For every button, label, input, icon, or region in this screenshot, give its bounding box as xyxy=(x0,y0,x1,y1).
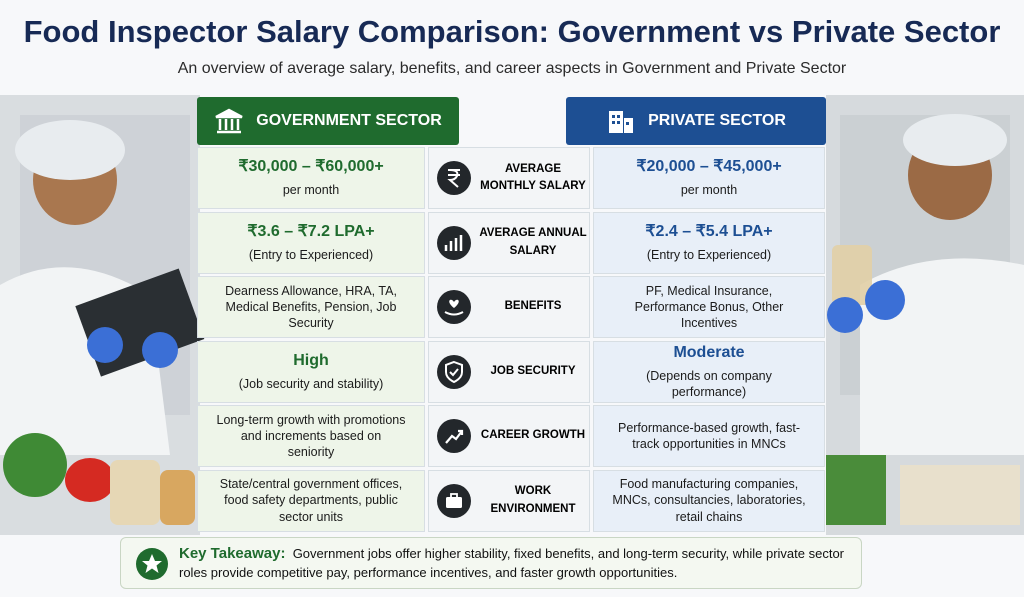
private-main: Moderate xyxy=(673,343,745,361)
government-sub: (Entry to Experienced) xyxy=(248,247,374,262)
subtitle: An overview of average salary, benefits,… xyxy=(177,60,847,77)
private-sub: (Depends on company performance) xyxy=(646,368,772,399)
aspect-cell: CAREER GROWTH xyxy=(428,405,590,467)
private-main: ₹20,000 – ₹45,000+ xyxy=(636,158,782,176)
aspect-label: JOB SECURITY xyxy=(490,364,576,377)
private-icon xyxy=(609,111,634,133)
government-cell: Long-term growth with promotions and inc… xyxy=(197,405,425,467)
aspect-cell: AVERAGE ANNUAL SALARY xyxy=(428,211,590,274)
government-main: ₹3.6 – ₹7.2 LPA+ xyxy=(247,222,375,240)
government-cell: ₹3.6 – ₹7.2 LPA+ (Entry to Experienced) xyxy=(197,211,425,274)
aspect-cell: JOB SECURITY xyxy=(428,340,590,403)
aspect-icon xyxy=(437,354,471,389)
private-main: ₹2.4 – ₹5.4 LPA+ xyxy=(645,222,773,240)
private-cell: PF, Medical Insurance, Performance Bonus… xyxy=(593,276,825,338)
government-header: GOVERNMENT SECTOR xyxy=(197,97,459,145)
private-cell: ₹2.4 – ₹5.4 LPA+ (Entry to Experienced) xyxy=(593,211,825,274)
takeaway-text: Government jobs offer higher stability, … xyxy=(179,545,845,581)
government-cell: High (Job security and stability) xyxy=(197,340,425,403)
private-text: Performance-based growth, fast-track opp… xyxy=(617,420,801,451)
government-sub: (Job security and stability) xyxy=(238,376,384,391)
government-text: State/central government offices, food s… xyxy=(219,477,403,524)
takeaway-label: Key Takeaway: xyxy=(179,544,286,562)
aspect-icon xyxy=(437,161,471,195)
private-sub: per month xyxy=(680,183,738,198)
aspect-icon xyxy=(437,290,471,324)
government-icon xyxy=(215,108,243,134)
private-text: PF, Medical Insurance, Performance Bonus… xyxy=(634,283,784,331)
aspect-label: WORK ENVIRONMENT xyxy=(490,485,576,515)
aspect-cell: WORK ENVIRONMENT xyxy=(428,469,590,532)
aspect-label: AVERAGE MONTHLY SALARY xyxy=(480,162,586,192)
takeaway-box: Key Takeaway: Government jobs offer high… xyxy=(120,537,862,589)
aspect-cell: AVERAGE MONTHLY SALARY xyxy=(428,147,590,209)
aspect-cell: BENEFITS xyxy=(428,276,590,338)
aspect-icon xyxy=(437,483,471,518)
government-main: High xyxy=(293,351,329,369)
government-text: Dearness Allowance, HRA, TA, Medical Ben… xyxy=(225,283,397,331)
star-icon xyxy=(136,548,168,580)
government-sub: per month xyxy=(282,183,340,198)
private-sub: (Entry to Experienced) xyxy=(646,247,772,262)
title: Food Inspector Salary Comparison: Govern… xyxy=(23,14,1001,49)
private-cell: Moderate (Depends on company performance) xyxy=(593,340,825,403)
private-cell: ₹20,000 – ₹45,000+ per month xyxy=(593,147,825,209)
government-cell: Dearness Allowance, HRA, TA, Medical Ben… xyxy=(197,276,425,338)
background-photos xyxy=(0,95,1024,535)
aspect-label: CAREER GROWTH xyxy=(480,429,586,442)
private-cell: Performance-based growth, fast-track opp… xyxy=(593,405,825,467)
aspect-label: AVERAGE ANNUAL SALARY xyxy=(479,227,587,257)
government-title: GOVERNMENT SECTOR xyxy=(256,112,442,129)
private-header: PRIVATE SECTOR xyxy=(566,97,826,145)
government-text: Long-term growth with promotions and inc… xyxy=(216,412,406,460)
government-cell: State/central government offices, food s… xyxy=(197,469,425,532)
private-title: PRIVATE SECTOR xyxy=(648,112,786,129)
aspect-label: BENEFITS xyxy=(504,300,562,313)
government-main: ₹30,000 – ₹60,000+ xyxy=(238,158,384,176)
government-cell: ₹30,000 – ₹60,000+ per month xyxy=(197,147,425,209)
private-text: Food manufacturing companies, MNCs, cons… xyxy=(612,477,806,524)
aspect-icon xyxy=(437,225,471,260)
aspect-icon xyxy=(437,419,471,453)
private-cell: Food manufacturing companies, MNCs, cons… xyxy=(593,469,825,532)
